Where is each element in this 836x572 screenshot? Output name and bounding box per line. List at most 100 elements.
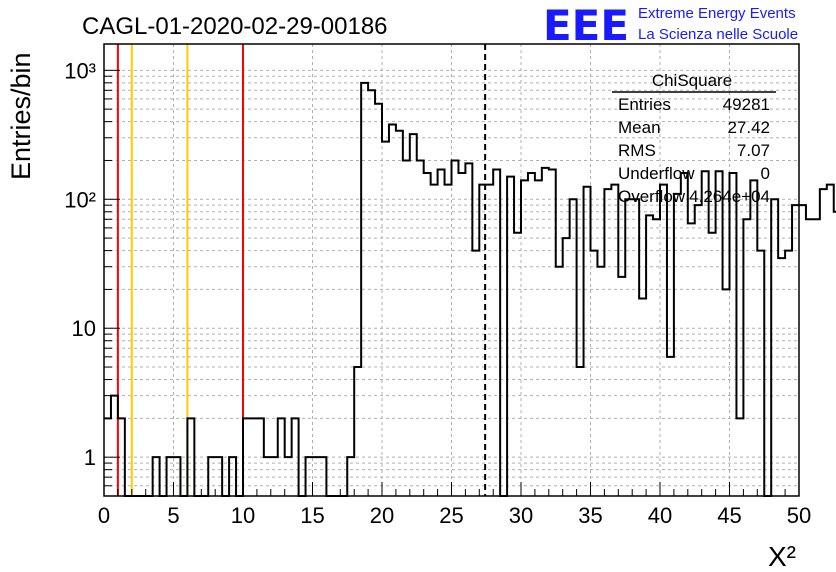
x-tick-label: 35	[578, 503, 602, 528]
stats-label-entries: Entries	[618, 95, 671, 114]
histogram-bin	[681, 173, 688, 496]
histogram-bin	[611, 185, 618, 496]
plot-frame	[103, 43, 800, 497]
logo-line-1: Extreme Energy Events	[638, 5, 796, 22]
histogram-bin	[174, 457, 181, 496]
histogram-bin	[785, 251, 792, 496]
histogram-bin	[111, 396, 118, 496]
x-tick-label: 50	[787, 503, 811, 528]
histogram-bin	[368, 90, 375, 496]
histogram-bin	[653, 219, 660, 496]
histogram-bin	[375, 104, 382, 496]
histogram-bin	[535, 180, 542, 496]
histogram-bin	[584, 187, 591, 496]
x-tick-label: 5	[167, 503, 179, 528]
histogram-bin	[347, 457, 354, 496]
histogram-bin	[702, 171, 709, 496]
histogram-bin	[243, 418, 250, 496]
chart-title: CAGL-01-2020-02-29-00186	[82, 13, 388, 40]
x-tick-label: 45	[717, 503, 741, 528]
logo-line-2: La Scienza nelle Scuole	[638, 26, 798, 43]
histogram-bin	[563, 238, 570, 496]
histogram-bin	[730, 173, 737, 496]
histogram-bin	[465, 163, 472, 496]
y-axis-label: Entries/bin	[6, 52, 36, 180]
histogram-bin	[771, 199, 778, 496]
stats-value-mean: 27.42	[727, 118, 770, 137]
histogram-bin	[438, 170, 445, 496]
histogram-bin	[493, 170, 500, 496]
x-tick-label: 30	[509, 503, 533, 528]
histogram-bin	[382, 142, 389, 496]
histogram-bin	[625, 199, 632, 496]
histogram-bin	[597, 267, 604, 496]
histogram-bin	[549, 170, 556, 496]
histogram-bin	[827, 185, 834, 496]
histogram-bin	[486, 185, 493, 496]
stats-label-underflow: Underflow	[618, 164, 695, 183]
histogram-bin	[215, 457, 222, 496]
stats-label-overflow: Overflow	[618, 187, 686, 206]
histogram-bin	[361, 83, 368, 496]
histogram-bin	[570, 199, 577, 496]
histogram-bin	[389, 125, 396, 496]
histogram-bin	[820, 189, 827, 496]
histogram-bin	[507, 177, 514, 496]
histogram-bin	[410, 134, 417, 496]
histogram-bin	[514, 233, 521, 496]
histogram-bin	[153, 457, 160, 496]
histogram-bin	[778, 258, 785, 496]
histogram-bin	[813, 219, 820, 496]
histogram-bin	[618, 277, 625, 496]
histogram-bin	[445, 185, 452, 496]
histogram-bin	[167, 457, 174, 496]
histogram-bin	[806, 219, 813, 496]
histogram-bin	[528, 173, 535, 496]
y-tick-label: 1	[84, 445, 96, 470]
histogram-series	[104, 81, 836, 497]
stats-value-overflow: 4.264e+04	[689, 187, 770, 206]
histogram-bin	[695, 205, 702, 496]
histogram-bin	[313, 457, 320, 496]
histogram-bin	[646, 215, 653, 496]
histogram-bin	[542, 168, 549, 496]
histogram-bin	[396, 131, 403, 496]
histogram-bin	[229, 457, 236, 496]
x-tick-label: 0	[98, 503, 110, 528]
histogram-bin	[736, 418, 743, 496]
histogram-bin	[521, 180, 528, 496]
stats-box-name: ChiSquare	[652, 71, 732, 90]
stats-label-mean: Mean	[618, 118, 661, 137]
x-tick-label: 10	[231, 503, 255, 528]
stats-value-underflow: 0	[761, 164, 770, 183]
histogram-bin	[639, 299, 646, 496]
x-tick-label: 40	[648, 503, 672, 528]
histogram-bin	[292, 418, 299, 496]
stats-value-rms: 7.07	[737, 141, 770, 160]
histogram-bin	[591, 251, 598, 496]
stats-box: ChiSquare Entries 49281 Mean 27.42 RMS 7…	[612, 71, 776, 206]
histogram-bin	[431, 185, 438, 496]
x-tick-label: 25	[439, 503, 463, 528]
y-tick-label: 10³	[64, 58, 96, 83]
histogram-bin	[285, 457, 292, 496]
axes: 0 5 10 15 20 25 30 35 40 45 50 1 10 10² 10³	[64, 58, 811, 528]
histogram-bin	[604, 189, 611, 496]
histogram-bin	[458, 173, 465, 496]
histogram-bin	[479, 185, 486, 496]
histogram-bin	[674, 194, 681, 496]
histogram-bin	[709, 233, 716, 496]
histogram-bin	[750, 180, 757, 496]
histogram-bin	[354, 367, 361, 496]
histogram-bin	[716, 171, 723, 496]
x-axis-label: X²	[768, 541, 796, 572]
histogram-bin	[250, 418, 257, 496]
histogram-bin	[257, 418, 264, 496]
histogram-bin	[757, 251, 764, 496]
histogram-bin	[799, 205, 806, 496]
histogram-bin	[723, 289, 730, 496]
x-tick-label: 15	[300, 503, 324, 528]
histogram-bin	[688, 223, 695, 496]
histogram-bin	[403, 160, 410, 496]
